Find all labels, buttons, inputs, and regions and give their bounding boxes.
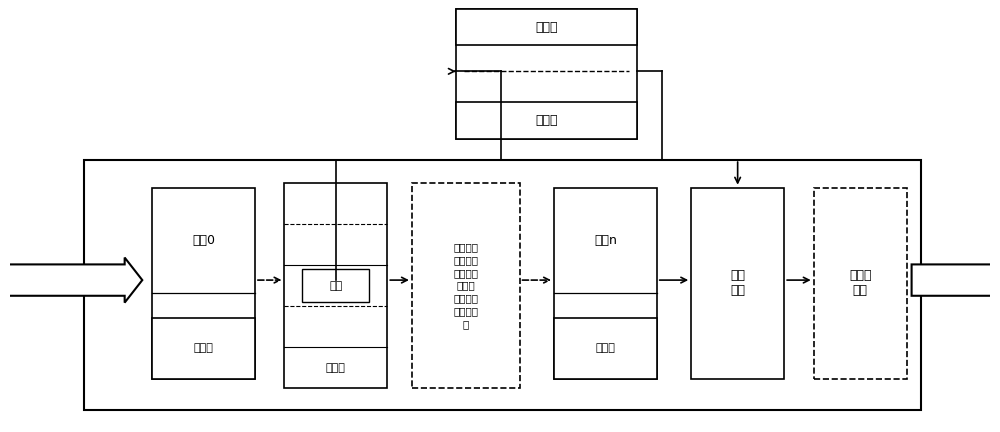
Bar (456, 9, 637, 139)
Bar (84, 160, 921, 410)
Text: 合并
报文: 合并 报文 (730, 269, 745, 297)
Bar (302, 269, 369, 302)
Bar (152, 318, 255, 379)
Text: 执行动
作集: 执行动 作集 (849, 269, 871, 297)
Bar (554, 318, 657, 379)
Bar (284, 183, 387, 388)
Text: 动作集: 动作集 (194, 343, 213, 353)
Bar (456, 9, 637, 45)
Bar (152, 187, 255, 379)
Bar (814, 187, 907, 379)
Text: 组表项: 组表项 (535, 114, 558, 127)
Text: 动作集: 动作集 (326, 363, 346, 373)
Text: 动作集: 动作集 (595, 343, 615, 353)
Text: 流表0: 流表0 (192, 234, 215, 247)
Text: 组表项: 组表项 (535, 21, 558, 34)
Text: 复制报文
一条继续
执行数据
流水处
理，一条
被组表处
理: 复制报文 一条继续 执行数据 流水处 理，一条 被组表处 理 (453, 242, 478, 329)
Bar (456, 102, 637, 139)
Text: 指令: 指令 (329, 280, 342, 291)
FancyArrow shape (0, 257, 142, 303)
Bar (412, 183, 520, 388)
Text: 流表n: 流表n (594, 234, 617, 247)
Bar (691, 187, 784, 379)
FancyArrow shape (912, 257, 1000, 303)
Bar (554, 187, 657, 379)
